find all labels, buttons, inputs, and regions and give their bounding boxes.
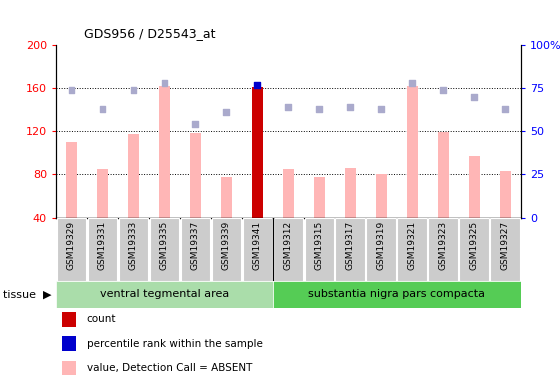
Bar	[190, 134, 201, 218]
Text: tissue  ▶: tissue ▶	[3, 290, 52, 299]
Text: GSM19325: GSM19325	[470, 220, 479, 270]
Text: GDS956 / D25543_at: GDS956 / D25543_at	[84, 27, 216, 40]
Bar	[428, 218, 458, 280]
Bar	[66, 142, 77, 218]
Point	[346, 104, 355, 110]
Text: GSM19327: GSM19327	[501, 220, 510, 270]
Bar	[273, 281, 521, 308]
Point	[98, 106, 107, 112]
Bar	[252, 87, 263, 218]
Text: GSM19317: GSM19317	[346, 220, 355, 270]
Text: GSM19323: GSM19323	[439, 220, 448, 270]
Bar	[491, 218, 520, 280]
Point	[129, 87, 138, 93]
Bar	[242, 218, 272, 280]
Text: GSM19339: GSM19339	[222, 220, 231, 270]
Point	[470, 94, 479, 100]
Text: GSM19329: GSM19329	[67, 220, 76, 270]
Text: GSM19333: GSM19333	[129, 220, 138, 270]
Point	[439, 87, 448, 93]
Text: GSM19337: GSM19337	[191, 220, 200, 270]
Bar	[398, 218, 427, 280]
Text: ventral tegmental area: ventral tegmental area	[100, 290, 229, 299]
Point	[191, 122, 200, 128]
Bar	[500, 171, 511, 217]
Bar	[180, 218, 211, 280]
Text: GSM19321: GSM19321	[408, 220, 417, 270]
Point	[377, 106, 386, 112]
Bar	[345, 168, 356, 217]
Text: GSM19341: GSM19341	[253, 220, 262, 270]
Bar	[314, 177, 325, 218]
Text: GSM19335: GSM19335	[160, 220, 169, 270]
Point	[315, 106, 324, 112]
Bar	[221, 177, 232, 218]
Text: GSM19315: GSM19315	[315, 220, 324, 270]
Bar	[56, 281, 273, 308]
Text: GSM19319: GSM19319	[377, 220, 386, 270]
Text: percentile rank within the sample: percentile rank within the sample	[87, 339, 263, 349]
Bar	[407, 86, 418, 218]
Bar	[335, 218, 365, 280]
Text: count: count	[87, 315, 116, 324]
Point	[222, 109, 231, 115]
Point	[67, 87, 76, 93]
Point	[284, 104, 293, 110]
Bar	[283, 169, 294, 217]
Point	[408, 80, 417, 86]
Bar	[459, 218, 489, 280]
Bar	[366, 218, 396, 280]
Point	[160, 80, 169, 86]
Bar	[119, 218, 148, 280]
Point	[501, 106, 510, 112]
Text: GSM19312: GSM19312	[284, 220, 293, 270]
Point	[253, 82, 262, 88]
Bar	[97, 169, 108, 217]
Bar	[159, 86, 170, 218]
Bar	[469, 156, 480, 218]
Bar	[150, 218, 179, 280]
Bar	[128, 135, 139, 218]
Bar	[305, 218, 334, 280]
Bar	[57, 218, 86, 280]
Text: GSM19331: GSM19331	[98, 220, 107, 270]
Bar	[212, 218, 241, 280]
Bar	[438, 132, 449, 218]
Bar	[87, 218, 118, 280]
Text: value, Detection Call = ABSENT: value, Detection Call = ABSENT	[87, 363, 252, 373]
Bar	[273, 218, 304, 280]
Text: substantia nigra pars compacta: substantia nigra pars compacta	[309, 290, 486, 299]
Bar	[376, 174, 387, 217]
